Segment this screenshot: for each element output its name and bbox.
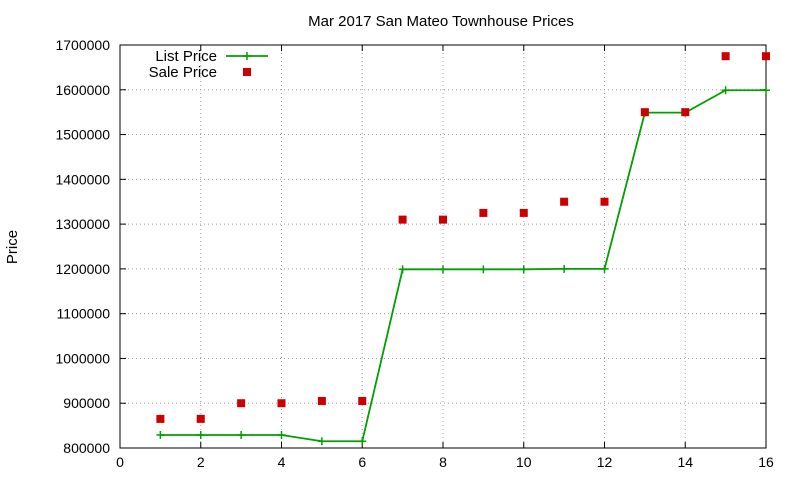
- sale-price-point: [317, 396, 326, 405]
- list-price-point: [277, 431, 286, 440]
- sale-price-point: [398, 215, 407, 224]
- legend-label: List Price: [155, 48, 217, 65]
- list-price-point: [600, 264, 609, 273]
- x-tick-label: 8: [439, 454, 447, 470]
- sale-price-point: [196, 414, 205, 423]
- y-tick-label: 1700000: [55, 37, 110, 53]
- x-tick-label: 6: [358, 454, 366, 470]
- x-tick-label: 10: [516, 454, 532, 470]
- sale-price-point: [600, 197, 609, 206]
- legend-plus-marker: [243, 52, 251, 60]
- y-tick-label: 1000000: [55, 350, 110, 366]
- data-series: [156, 52, 770, 446]
- series-sale-price: [156, 52, 770, 423]
- y-axis-label: Price: [4, 230, 21, 264]
- y-tick-label: 1100000: [57, 306, 111, 322]
- y-tick-label: 1600000: [55, 82, 110, 98]
- y-tick-label: 1300000: [55, 216, 110, 232]
- list-price-point: [196, 431, 205, 440]
- sale-price-point: [237, 399, 246, 408]
- legend-square-marker: [243, 68, 251, 76]
- list-price-point: [439, 265, 447, 274]
- chart-title: Mar 2017 San Mateo Townhouse Prices: [308, 13, 574, 30]
- sale-price-point: [640, 108, 649, 117]
- list-price-point: [479, 265, 488, 274]
- y-tick-label: 1400000: [55, 171, 110, 187]
- sale-price-point: [519, 208, 528, 217]
- sale-price-point: [439, 215, 447, 224]
- list-price-point: [519, 265, 528, 274]
- list-price-point: [721, 86, 730, 95]
- y-tick-label: 800000: [63, 440, 110, 456]
- list-price-line: [160, 89, 766, 443]
- list-price-point: [762, 86, 770, 95]
- list-price-point: [156, 431, 165, 440]
- list-price-point: [317, 437, 326, 446]
- x-tick-label: 12: [597, 454, 613, 470]
- sale-price-point: [479, 208, 488, 217]
- x-tick-label: 14: [677, 454, 693, 470]
- sale-price-point: [681, 108, 690, 117]
- sale-price-point: [358, 396, 367, 405]
- y-tick-label: 1500000: [55, 127, 110, 143]
- list-price-point: [237, 431, 246, 440]
- x-tick-label: 16: [758, 454, 774, 470]
- y-tick-label: 1200000: [55, 261, 110, 277]
- list-price-point: [560, 264, 569, 273]
- x-tick-label: 2: [197, 454, 205, 470]
- axis-ticks: 800000 900000 1000000 1100000 1200000 1300000…: [55, 37, 774, 470]
- x-tick-label: 0: [116, 454, 124, 470]
- list-price-point: [358, 437, 367, 446]
- y-tick-label: 900000: [63, 395, 110, 411]
- sale-price-point: [277, 399, 286, 408]
- list-price-point: [398, 265, 407, 274]
- sale-price-point: [762, 52, 770, 61]
- sale-price-point: [560, 197, 569, 206]
- sale-price-point: [721, 52, 730, 61]
- legend-label: Sale Price: [149, 64, 217, 81]
- sale-price-point: [156, 414, 165, 423]
- x-tick-label: 4: [278, 454, 286, 470]
